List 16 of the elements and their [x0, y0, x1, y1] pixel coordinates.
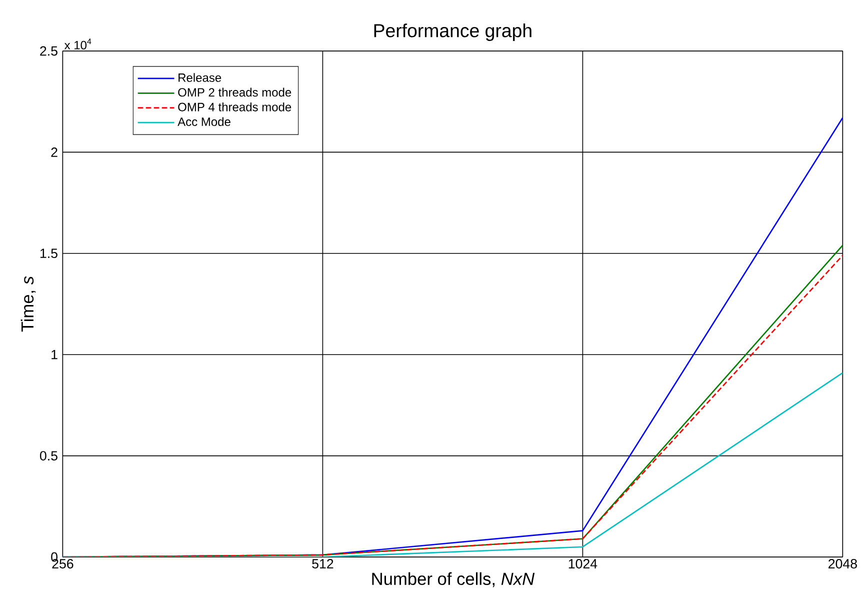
y-tick-label: 1 — [52, 350, 58, 360]
chart-title: Performance graph — [374, 24, 532, 41]
x-tick-label: 2048 — [828, 559, 857, 568]
x-tick-label: 512 — [312, 559, 334, 568]
x-axis-title: Number of cells, NxN — [372, 572, 535, 588]
y-axis-title: Time, s — [20, 276, 36, 332]
legend-label: OMP 4 threads mode — [178, 102, 292, 112]
legend-label: Acc Mode — [178, 117, 230, 126]
y-tick-label: 0.5 — [40, 451, 58, 461]
y-tick-label: 2.5 — [40, 46, 58, 56]
y-tick-label: 1.5 — [40, 248, 58, 258]
text: x 10$^{4}$ — [64, 38, 92, 50]
legend-label: OMP 2 threads mode — [178, 88, 292, 97]
legend-label: Release — [178, 73, 222, 82]
x-tick-label: 1024 — [568, 559, 598, 568]
y-tick-label: 2 — [51, 148, 58, 157]
